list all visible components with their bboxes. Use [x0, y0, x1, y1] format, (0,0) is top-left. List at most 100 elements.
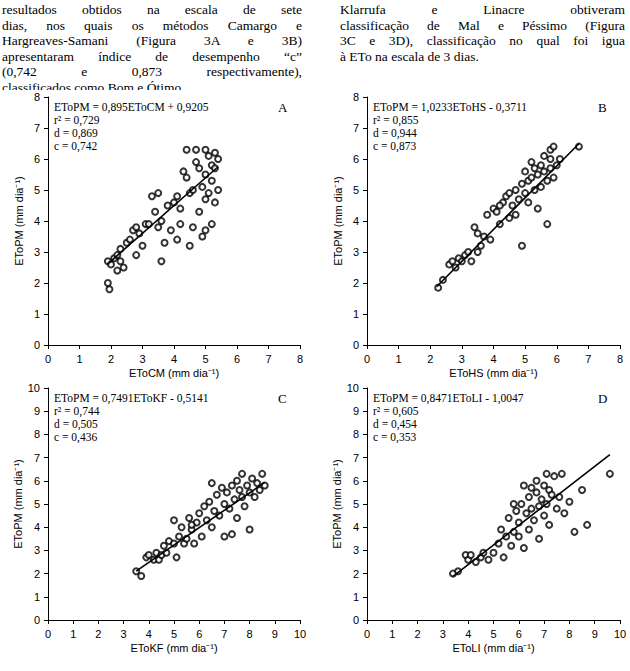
svg-text:0: 0	[34, 614, 40, 626]
svg-text:EToCM (mm dia⁻¹): EToCM (mm dia⁻¹)	[129, 367, 219, 379]
svg-text:3: 3	[121, 628, 127, 640]
svg-text:0: 0	[364, 628, 370, 640]
svg-text:1: 1	[34, 308, 40, 320]
svg-text:2: 2	[427, 353, 433, 365]
svg-text:4: 4	[353, 521, 359, 533]
svg-text:8: 8	[34, 91, 40, 103]
svg-text:5: 5	[34, 498, 40, 510]
svg-text:7: 7	[34, 452, 40, 464]
svg-text:6: 6	[353, 153, 359, 165]
svg-text:2: 2	[415, 628, 421, 640]
svg-text:4: 4	[353, 215, 359, 227]
svg-text:d = 0,505: d = 0,505	[54, 418, 98, 431]
svg-text:EToHS (mm dia⁻¹): EToHS (mm dia⁻¹)	[449, 367, 537, 379]
svg-text:5: 5	[34, 184, 40, 196]
svg-text:5: 5	[490, 628, 496, 640]
svg-text:3: 3	[440, 628, 446, 640]
svg-text:EToPM = 0,895EToCM + 0,9205: EToPM = 0,895EToCM + 0,9205	[54, 101, 209, 114]
svg-text:0: 0	[353, 614, 359, 626]
svg-text:4: 4	[34, 215, 40, 227]
svg-text:8: 8	[34, 428, 40, 440]
svg-text:EToLI (mm dia⁻¹): EToLI (mm dia⁻¹)	[452, 642, 534, 654]
svg-text:8: 8	[566, 628, 572, 640]
svg-text:c = 0,873: c = 0,873	[373, 140, 416, 153]
svg-text:10: 10	[28, 382, 40, 394]
svg-text:3: 3	[353, 246, 359, 258]
svg-text:D: D	[598, 391, 607, 406]
svg-text:3: 3	[34, 246, 40, 258]
svg-text:1: 1	[34, 591, 40, 603]
svg-text:1: 1	[353, 308, 359, 320]
svg-text:0: 0	[45, 628, 51, 640]
svg-text:EToPM = 0,7491EToKF - 0,5141: EToPM = 0,7491EToKF - 0,5141	[54, 392, 209, 405]
svg-text:1: 1	[396, 353, 402, 365]
svg-text:8: 8	[297, 353, 303, 365]
svg-text:d = 0,454: d = 0,454	[373, 418, 417, 431]
svg-text:r² = 0,855: r² = 0,855	[373, 114, 419, 127]
svg-text:c = 0,353: c = 0,353	[373, 431, 416, 444]
svg-text:4: 4	[146, 628, 152, 640]
svg-text:6: 6	[554, 353, 560, 365]
svg-text:7: 7	[353, 452, 359, 464]
svg-text:6: 6	[34, 475, 40, 487]
svg-text:1: 1	[389, 628, 395, 640]
svg-text:8: 8	[247, 628, 253, 640]
svg-text:r² = 0,729: r² = 0,729	[54, 114, 100, 127]
svg-text:5: 5	[171, 628, 177, 640]
svg-text:4: 4	[34, 521, 40, 533]
svg-text:9: 9	[353, 405, 359, 417]
svg-text:7: 7	[34, 122, 40, 134]
svg-text:r² = 0,605: r² = 0,605	[373, 405, 419, 418]
svg-text:EToPM (mm dia⁻¹): EToPM (mm dia⁻¹)	[13, 176, 25, 266]
svg-text:0: 0	[45, 353, 51, 365]
svg-text:4: 4	[490, 353, 496, 365]
svg-text:2: 2	[353, 568, 359, 580]
svg-text:EToPM (mm dia⁻¹): EToPM (mm dia⁻¹)	[12, 459, 24, 549]
svg-text:c = 0,436: c = 0,436	[54, 431, 97, 444]
svg-text:8: 8	[617, 353, 623, 365]
svg-text:d = 0,869: d = 0,869	[54, 127, 98, 140]
svg-text:7: 7	[585, 353, 591, 365]
svg-text:4: 4	[465, 628, 471, 640]
svg-text:0: 0	[34, 339, 40, 351]
svg-text:EToKF (mm dia⁻¹): EToKF (mm dia⁻¹)	[130, 642, 217, 654]
svg-text:3: 3	[353, 544, 359, 556]
svg-text:r² = 0,744: r² = 0,744	[54, 405, 100, 418]
svg-text:1: 1	[76, 353, 82, 365]
svg-text:c = 0,742: c = 0,742	[54, 140, 97, 153]
svg-text:6: 6	[353, 475, 359, 487]
svg-text:1: 1	[353, 591, 359, 603]
svg-text:2: 2	[34, 568, 40, 580]
svg-text:4: 4	[171, 353, 177, 365]
svg-text:EToPM = 1,0233EToHS - 0,3711: EToPM = 1,0233EToHS - 0,3711	[373, 101, 527, 114]
svg-text:9: 9	[34, 405, 40, 417]
svg-text:EToPM = 0,8471EToLI - 1,0047: EToPM = 0,8471EToLI - 1,0047	[373, 392, 524, 405]
svg-text:3: 3	[139, 353, 145, 365]
svg-text:7: 7	[221, 628, 227, 640]
svg-text:A: A	[278, 100, 288, 115]
svg-text:6: 6	[234, 353, 240, 365]
svg-text:EToPM (mm dia⁻¹): EToPM (mm dia⁻¹)	[332, 176, 344, 266]
svg-text:5: 5	[353, 498, 359, 510]
svg-text:9: 9	[272, 628, 278, 640]
svg-text:1: 1	[70, 628, 76, 640]
svg-text:2: 2	[353, 277, 359, 289]
svg-text:2: 2	[108, 353, 114, 365]
svg-text:0: 0	[364, 353, 370, 365]
svg-text:5: 5	[202, 353, 208, 365]
svg-text:B: B	[598, 100, 607, 115]
svg-text:6: 6	[516, 628, 522, 640]
svg-text:2: 2	[95, 628, 101, 640]
svg-text:7: 7	[353, 122, 359, 134]
svg-text:9: 9	[592, 628, 598, 640]
svg-text:0: 0	[353, 339, 359, 351]
svg-text:3: 3	[459, 353, 465, 365]
svg-text:2: 2	[34, 277, 40, 289]
svg-text:8: 8	[353, 428, 359, 440]
svg-text:5: 5	[522, 353, 528, 365]
svg-text:6: 6	[196, 628, 202, 640]
svg-text:5: 5	[353, 184, 359, 196]
svg-text:10: 10	[294, 628, 306, 640]
svg-text:8: 8	[353, 91, 359, 103]
svg-text:C: C	[278, 391, 287, 406]
